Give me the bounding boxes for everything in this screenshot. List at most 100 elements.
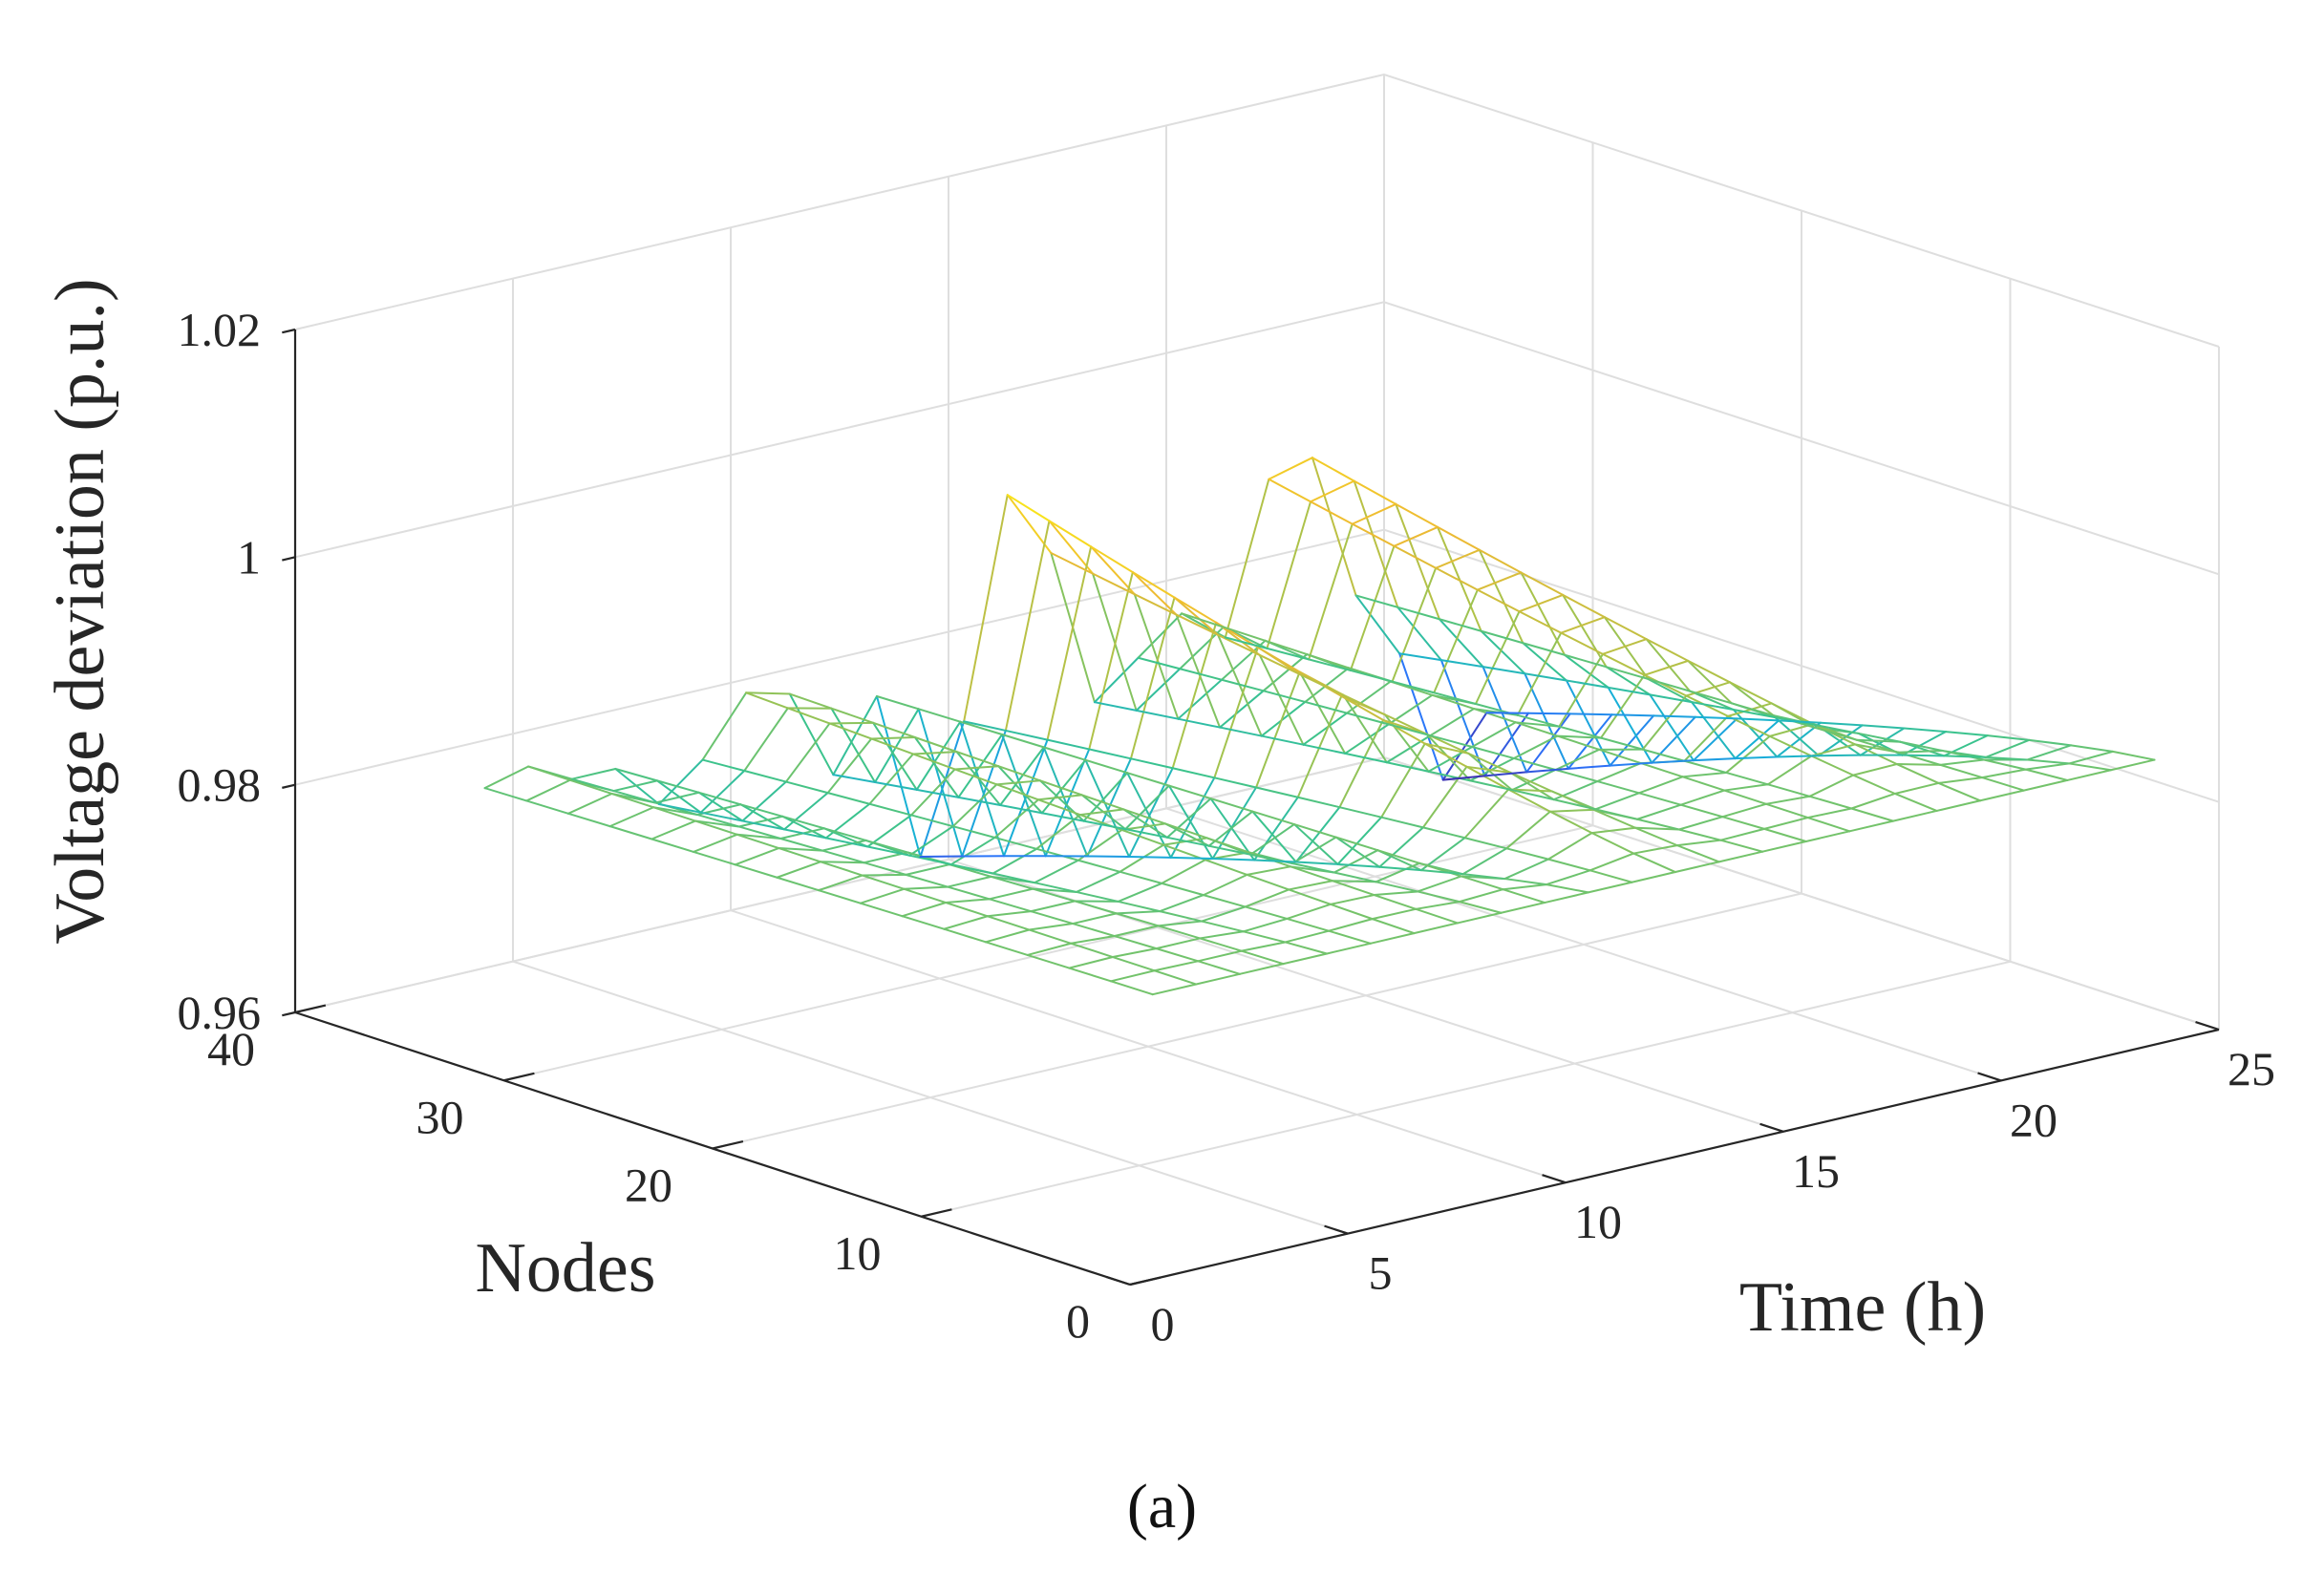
mesh-segment-time	[1605, 666, 1652, 696]
mesh-segment-time	[1164, 822, 1210, 847]
mesh-segment-time	[1763, 817, 1809, 830]
mesh-segment-time	[1510, 768, 1557, 792]
mesh-segment-time	[1544, 891, 1589, 904]
mesh-segment-time	[1336, 816, 1383, 865]
mesh-segment-time	[1467, 752, 1513, 792]
mesh-segment-node	[693, 819, 738, 836]
mesh-segment-node	[1211, 858, 1256, 861]
mesh-segment-time	[1137, 612, 1183, 659]
mesh-segment-time	[1413, 922, 1459, 935]
nodes-tick-label: 30	[416, 1090, 464, 1143]
mesh-segment-node	[1340, 694, 1385, 721]
mesh-segment-node	[1246, 873, 1290, 891]
mesh-segment-node	[1333, 871, 1377, 883]
mesh-segment-node	[784, 780, 829, 795]
mesh-segment-node	[997, 765, 1041, 782]
mesh-segment-node	[1117, 900, 1162, 913]
mesh-segment-node	[1072, 923, 1116, 938]
mesh-segment-time	[1590, 826, 1637, 835]
grid-line-time	[730, 227, 1567, 1184]
voltage-axis-label: Voltage deviation (p.u.)	[41, 278, 119, 944]
mesh-segment-time	[693, 833, 738, 853]
mesh-segment-node	[908, 854, 952, 866]
mesh-segment-node	[1435, 566, 1479, 591]
mesh-segment-node	[1292, 823, 1337, 839]
mesh-segment-node	[1465, 765, 1510, 791]
mesh-segment-node	[1520, 571, 1565, 596]
mesh-segment-node	[1857, 732, 1902, 743]
mesh-segment-time	[1939, 758, 1985, 766]
mesh-segment-node	[943, 927, 987, 944]
mesh-segment-node	[1090, 545, 1134, 574]
nodes-tick-mark	[712, 1139, 744, 1150]
mesh-segment-time	[1035, 814, 1081, 850]
mesh-segment-node	[1852, 774, 1896, 795]
mesh-segment-node	[1546, 883, 1589, 894]
mesh-segment-node	[1204, 859, 1248, 876]
mesh-segment-time	[943, 915, 989, 930]
mesh-segment-node	[1419, 869, 1464, 876]
mesh-segment-node	[781, 815, 825, 830]
mesh-segment-node	[1046, 738, 1091, 751]
mesh-segment-node	[1308, 658, 1352, 671]
mesh-segment-time	[1253, 796, 1299, 861]
mesh-segment-time	[868, 753, 914, 805]
mesh-segment-time	[1804, 830, 1851, 842]
mesh-segment-time	[570, 767, 617, 780]
mesh-segment-node	[1207, 844, 1252, 856]
mesh-segment-node	[1074, 900, 1118, 915]
mesh-segment-node	[1167, 784, 1212, 800]
mesh-segment-node	[1329, 903, 1374, 921]
mesh-segment-time	[650, 819, 696, 840]
mesh-segment-node	[1291, 861, 1335, 874]
mesh-segment-node	[1736, 717, 1780, 722]
mesh-segment-time	[1600, 673, 1646, 739]
mesh-segment-node	[1478, 548, 1523, 574]
mesh-segment-node	[697, 791, 742, 806]
time-tick-label: 10	[1574, 1195, 1622, 1248]
mesh-segment-node	[1135, 709, 1180, 720]
mesh-segment-node	[957, 796, 1002, 806]
mesh-segment-time	[1512, 734, 1559, 759]
mesh-segment-time	[1893, 781, 1940, 795]
mesh-segment-time	[776, 861, 822, 879]
mesh-segment-time	[1117, 882, 1163, 903]
mesh-segment-node	[1398, 652, 1442, 662]
mesh-segment-time	[1692, 717, 1738, 762]
mesh-segment-node	[864, 839, 909, 854]
mesh-segment-time	[1077, 828, 1123, 861]
mesh-segment-time	[1244, 888, 1290, 908]
grid-line-voltage	[294, 73, 2220, 348]
mesh-segment-node	[868, 802, 913, 817]
mesh-segment-time	[984, 928, 1031, 944]
grid-line-voltage	[294, 528, 2220, 803]
mesh-segment-node	[1004, 729, 1049, 741]
mesh-segment-time	[1848, 819, 1894, 833]
mesh-segment-node	[859, 902, 904, 918]
mesh-segment-node	[1294, 861, 1339, 865]
mesh-segment-node	[1605, 666, 1650, 680]
mesh-segment-time	[1042, 746, 1089, 858]
mesh-segment-time	[1268, 457, 1313, 480]
mesh-segment-node	[608, 825, 653, 840]
mesh-segment-time	[1211, 786, 1258, 861]
mesh-segment-node	[951, 825, 996, 839]
mesh-segment-time	[826, 737, 873, 795]
mesh-segment-node	[1590, 832, 1635, 855]
mesh-segment-node	[949, 863, 994, 875]
mesh-segment-node	[1304, 700, 1349, 714]
mesh-segment-node	[695, 813, 740, 828]
time-axis-line	[1129, 1028, 2220, 1287]
mesh-segment-node	[1899, 740, 1944, 752]
mesh-segment-node	[1088, 748, 1132, 760]
time-tick-mark	[1542, 1174, 1567, 1184]
mesh-segment-node	[1034, 882, 1077, 893]
mesh-segment-node	[820, 861, 864, 877]
mesh-segment-time	[1167, 784, 1214, 861]
mesh-segment-node	[1133, 593, 1178, 616]
mesh-segment-time	[1679, 789, 1726, 806]
mesh-segment-node	[1730, 702, 1775, 717]
mesh-segment-time	[1308, 522, 1354, 661]
mesh-segment-node	[1524, 672, 1567, 682]
mesh-segment-time	[1546, 869, 1591, 886]
